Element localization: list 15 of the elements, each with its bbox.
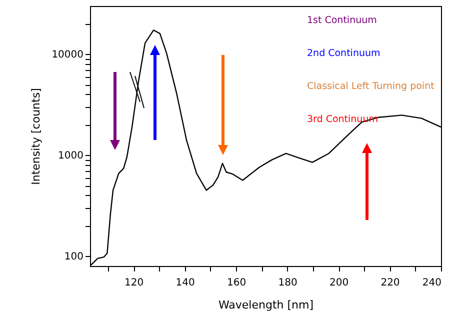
x-axis-title: Wavelength [nm] [218, 298, 314, 312]
y-tick-label: 100 [64, 252, 84, 263]
x-tick-label: 220 [380, 278, 400, 288]
y-axis-title: Intensity [counts] [30, 88, 43, 185]
annotation: 2nd Continuum [307, 48, 380, 59]
x-tick-label: 120 [124, 278, 144, 288]
x-tick-label: 200 [329, 278, 349, 288]
x-tick-label: 180 [278, 278, 298, 288]
y-tick-label: 10000 [52, 50, 84, 61]
x-tick-label: 240 [422, 278, 442, 288]
y-tick-label: 1000 [58, 150, 84, 162]
x-tick-label: 160 [226, 278, 246, 288]
annotation: Classical Left Turning point [307, 81, 435, 92]
x-tick-label: 140 [176, 278, 195, 288]
annotation: 1st Continuum [307, 15, 377, 26]
